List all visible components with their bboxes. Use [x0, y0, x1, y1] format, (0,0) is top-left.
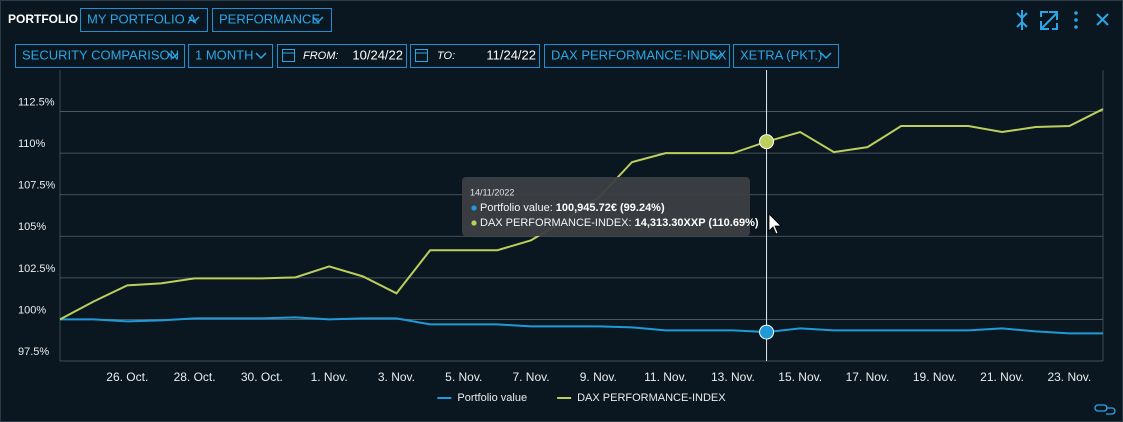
x-tick-label: 19. Nov. — [913, 370, 957, 384]
legend-label: Portfolio value — [457, 392, 527, 404]
tooltip-dot — [471, 205, 477, 211]
tooltip-label: Portfolio value: — [480, 202, 553, 214]
dropdown-label: MY PORTFOLIO A — [87, 11, 197, 26]
y-tick-label: 97.5% — [18, 346, 49, 358]
x-tick-label: 13. Nov. — [711, 370, 755, 384]
x-tick-label: 1. Nov. — [311, 370, 348, 384]
dropdown-label: SECURITY COMPARISON — [22, 47, 179, 62]
dropdown-label: DAX PERFORMANCE-INDEX — [551, 47, 727, 62]
dropdown-label: 1 MONTH — [195, 47, 254, 62]
from-label: FROM: — [303, 50, 338, 62]
exchange-dropdown[interactable]: XETRA (PKT.) — [733, 44, 839, 68]
y-tick-label: 102.5% — [18, 263, 56, 275]
x-tick-label: 5. Nov. — [445, 370, 482, 384]
y-tick-label: 105% — [18, 221, 46, 233]
hover-marker — [759, 324, 775, 340]
header-icons — [1016, 10, 1109, 30]
legend-label: DAX PERFORMANCE-INDEX — [577, 392, 726, 404]
from-date[interactable]: FROM: 10/24/22 — [277, 44, 407, 68]
x-tick-label: 21. Nov. — [980, 370, 1024, 384]
collapse-icon[interactable] — [1016, 10, 1028, 30]
mouse-cursor — [768, 213, 782, 235]
tooltip-value: 100,945.72€ (99.24%) — [556, 202, 665, 214]
series-line — [60, 316, 1103, 335]
x-tick-label: 28. Oct. — [174, 370, 216, 384]
x-tick-label: 11. Nov. — [644, 370, 687, 384]
y-tick-label: 110% — [18, 138, 46, 150]
tooltip-date: 14/11/2022 — [470, 187, 514, 197]
x-tick-label: 9. Nov. — [580, 370, 617, 384]
dropdown-label: XETRA (PKT.) — [740, 47, 822, 62]
to-value: 11/24/22 — [486, 47, 536, 62]
to-date[interactable]: TO: 11/24/22 — [410, 44, 540, 68]
y-tick-label: 112.5% — [18, 96, 55, 108]
x-tick-label: 26. Oct. — [106, 370, 148, 384]
menu-icon[interactable] — [1074, 11, 1078, 29]
y-tick-label: 107.5% — [18, 180, 56, 192]
expand-icon[interactable] — [1040, 11, 1058, 30]
close-icon[interactable] — [1096, 13, 1109, 26]
y-tick-label: 100% — [18, 304, 46, 316]
view-dropdown[interactable]: PERFORMANCE — [212, 8, 332, 32]
portfolio-dropdown[interactable]: MY PORTFOLIO A — [80, 8, 208, 32]
tooltip: 14/11/2022 Portfolio value: 100,945.72€ (9… — [462, 177, 759, 236]
hover-marker — [759, 134, 775, 150]
link-icon[interactable] — [1094, 404, 1116, 415]
tooltip-label: DAX PERFORMANCE-INDEX: — [480, 217, 632, 229]
from-value: 10/24/22 — [352, 47, 403, 62]
comparison-dropdown[interactable]: SECURITY COMPARISON — [15, 44, 185, 68]
x-tick-label: 23. Nov. — [1047, 370, 1091, 384]
x-tick-label: 7. Nov. — [512, 370, 549, 384]
period-dropdown[interactable]: 1 MONTH — [188, 44, 273, 68]
x-tick-label: 3. Nov. — [378, 370, 415, 384]
widget-title: PORTFOLIO — [8, 12, 78, 26]
legend: Portfolio value DAX PERFORMANCE-INDEX — [437, 392, 726, 404]
tooltip-dot — [471, 220, 477, 226]
to-label: TO: — [437, 50, 455, 62]
x-tick-label: 17. Nov. — [846, 370, 890, 384]
x-tick-label: 15. Nov. — [778, 370, 822, 384]
x-tick-label: 30. Oct. — [241, 370, 283, 384]
index-dropdown[interactable]: DAX PERFORMANCE-INDEX — [544, 44, 730, 68]
tooltip-box — [462, 177, 750, 236]
tooltip-value: 14,313.30XXP (110.69%) — [635, 217, 759, 229]
dropdown-label: PERFORMANCE — [219, 11, 320, 26]
